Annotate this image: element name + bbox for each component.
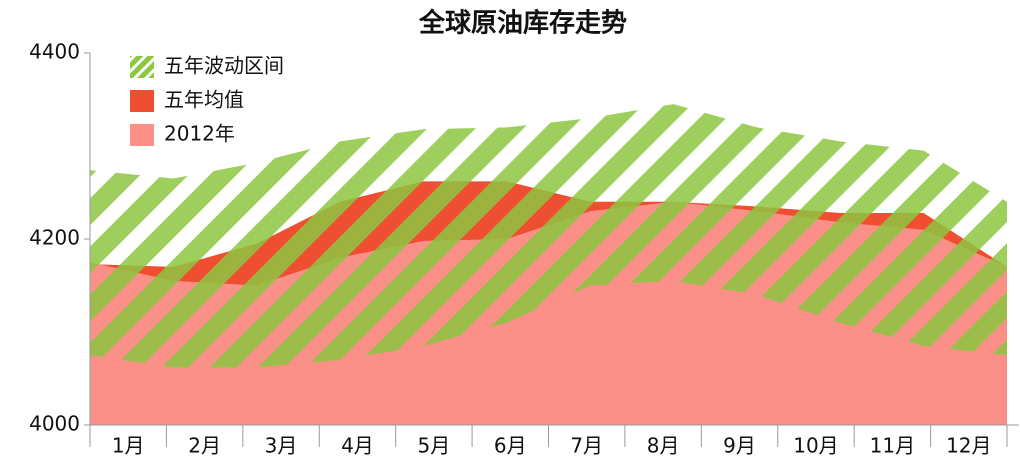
range-band — [90, 104, 1007, 368]
x-tick-label: 4月 — [341, 434, 374, 458]
x-tick-label: 2月 — [188, 434, 221, 458]
legend-swatch — [130, 56, 154, 78]
x-tick-label: 10月 — [793, 434, 838, 458]
x-tick-label: 8月 — [647, 434, 680, 458]
chart-title: 全球原油库存走势 — [418, 8, 627, 39]
x-tick-label: 12月 — [946, 434, 991, 458]
x-tick-label: 7月 — [570, 434, 603, 458]
y-tick-label: 4400 — [29, 40, 80, 64]
legend-label: 五年波动区间 — [164, 54, 284, 78]
legend-swatch — [130, 124, 154, 146]
x-tick-label: 11月 — [870, 434, 915, 458]
x-tick-label: 9月 — [723, 434, 756, 458]
y-tick-label: 4000 — [29, 412, 80, 436]
x-tick-label: 1月 — [112, 434, 145, 458]
y-tick-label: 4200 — [29, 226, 80, 250]
legend-label: 2012年 — [164, 122, 235, 146]
x-tick-label: 5月 — [418, 434, 451, 458]
legend-swatch — [130, 90, 154, 112]
x-tick-label: 6月 — [494, 434, 527, 458]
legend-label: 五年均值 — [164, 88, 244, 112]
x-tick-label: 3月 — [265, 434, 298, 458]
